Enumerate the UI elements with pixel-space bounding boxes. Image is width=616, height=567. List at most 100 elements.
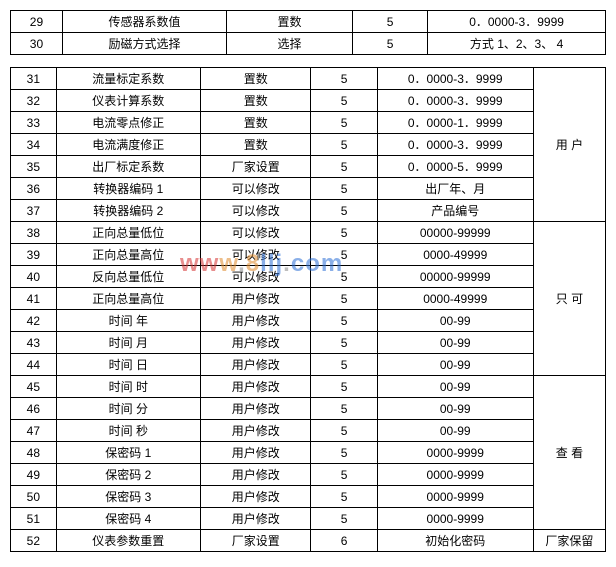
- cell-idx: 48: [11, 442, 57, 464]
- note-cell-3: 查 看: [533, 376, 605, 530]
- table-row: 40反向总量低位可以修改500000-99999: [11, 266, 606, 288]
- cell-idx: 37: [11, 200, 57, 222]
- table-row: 42时间 年用户修改500-99: [11, 310, 606, 332]
- cell-range: 0．0000-3．9999: [428, 11, 606, 33]
- table-row: 35出厂标定系数厂家设置50．0000-5．9999: [11, 156, 606, 178]
- cell-op: 用户修改: [200, 442, 311, 464]
- cell-name: 转换器编码 2: [56, 200, 200, 222]
- table-row: 36转换器编码 1可以修改5出厂年、月: [11, 178, 606, 200]
- cell-idx: 32: [11, 90, 57, 112]
- cell-name: 仪表参数重置: [56, 530, 200, 552]
- cell-lvl: 5: [311, 486, 377, 508]
- note-cell-last: 厂家保留: [533, 530, 605, 552]
- cell-name: 时间 分: [56, 398, 200, 420]
- cell-op: 可以修改: [200, 222, 311, 244]
- cell-name: 正向总量高位: [56, 288, 200, 310]
- cell-name: 保密码 2: [56, 464, 200, 486]
- cell-lvl: 5: [311, 398, 377, 420]
- cell-name: 时间 年: [56, 310, 200, 332]
- cell-lvl: 5: [311, 90, 377, 112]
- cell-idx: 49: [11, 464, 57, 486]
- table-row: 33电流零点修正置数50．0000-1．9999: [11, 112, 606, 134]
- cell-idx: 42: [11, 310, 57, 332]
- cell-idx: 44: [11, 354, 57, 376]
- table-row: 29传感器系数值置数50．0000-3．9999: [11, 11, 606, 33]
- cell-lvl: 5: [311, 266, 377, 288]
- cell-name: 励磁方式选择: [62, 33, 226, 55]
- cell-op: 置数: [200, 134, 311, 156]
- cell-name: 时间 时: [56, 376, 200, 398]
- cell-idx: 35: [11, 156, 57, 178]
- table-row: 34电流满度修正置数50．0000-3．9999: [11, 134, 606, 156]
- cell-idx: 52: [11, 530, 57, 552]
- cell-idx: 36: [11, 178, 57, 200]
- table-row: 48保密码 1用户修改50000-9999: [11, 442, 606, 464]
- cell-op: 可以修改: [200, 178, 311, 200]
- cell-range: 0000-9999: [377, 442, 533, 464]
- cell-range: 产品编号: [377, 200, 533, 222]
- cell-lvl: 5: [311, 134, 377, 156]
- cell-range: 00-99: [377, 310, 533, 332]
- cell-range: 方式 1、2、3、 4: [428, 33, 606, 55]
- cell-name: 保密码 3: [56, 486, 200, 508]
- table-row: 46时间 分用户修改500-99: [11, 398, 606, 420]
- cell-range: 出厂年、月: [377, 178, 533, 200]
- cell-idx: 43: [11, 332, 57, 354]
- cell-range: 初始化密码: [377, 530, 533, 552]
- cell-op: 用户修改: [200, 376, 311, 398]
- cell-name: 传感器系数值: [62, 11, 226, 33]
- cell-op: 用户修改: [200, 398, 311, 420]
- table-row: 37转换器编码 2可以修改5产品编号: [11, 200, 606, 222]
- table-row: 52仪表参数重置厂家设置6初始化密码厂家保留: [11, 530, 606, 552]
- cell-idx: 46: [11, 398, 57, 420]
- table-row: 47时间 秒用户修改500-99: [11, 420, 606, 442]
- param-table-main: 31流量标定系数置数50．0000-3．9999用 户32仪表计算系数置数50．…: [10, 67, 606, 552]
- cell-op: 用户修改: [200, 310, 311, 332]
- cell-range: 0．0000-5．9999: [377, 156, 533, 178]
- cell-lvl: 5: [352, 33, 427, 55]
- cell-range: 0．0000-3．9999: [377, 90, 533, 112]
- cell-range: 0000-9999: [377, 464, 533, 486]
- cell-op: 置数: [200, 90, 311, 112]
- cell-name: 电流零点修正: [56, 112, 200, 134]
- cell-op: 用户修改: [200, 420, 311, 442]
- cell-lvl: 5: [311, 288, 377, 310]
- cell-lvl: 5: [311, 244, 377, 266]
- table-row: 51保密码 4用户修改50000-9999: [11, 508, 606, 530]
- cell-idx: 30: [11, 33, 63, 55]
- cell-op: 用户修改: [200, 486, 311, 508]
- cell-range: 0．0000-1．9999: [377, 112, 533, 134]
- cell-range: 0000-9999: [377, 486, 533, 508]
- table-row: 41正向总量高位用户修改50000-49999: [11, 288, 606, 310]
- cell-lvl: 5: [311, 178, 377, 200]
- table-row: 44时间 日用户修改500-99: [11, 354, 606, 376]
- cell-lvl: 5: [311, 310, 377, 332]
- cell-range: 0．0000-3．9999: [377, 68, 533, 90]
- cell-name: 正向总量高位: [56, 244, 200, 266]
- cell-name: 保密码 4: [56, 508, 200, 530]
- cell-range: 0000-9999: [377, 508, 533, 530]
- cell-lvl: 5: [311, 68, 377, 90]
- table-row: 38正向总量低位可以修改500000-99999只 可: [11, 222, 606, 244]
- cell-idx: 51: [11, 508, 57, 530]
- cell-name: 时间 月: [56, 332, 200, 354]
- cell-lvl: 5: [311, 354, 377, 376]
- cell-lvl: 5: [311, 222, 377, 244]
- cell-range: 0．0000-3．9999: [377, 134, 533, 156]
- cell-range: 0000-49999: [377, 244, 533, 266]
- cell-lvl: 5: [311, 420, 377, 442]
- cell-op: 选择: [227, 33, 353, 55]
- cell-lvl: 6: [311, 530, 377, 552]
- table-row: 30励磁方式选择选择5方式 1、2、3、 4: [11, 33, 606, 55]
- cell-op: 可以修改: [200, 200, 311, 222]
- cell-lvl: 5: [311, 376, 377, 398]
- cell-name: 时间 日: [56, 354, 200, 376]
- cell-name: 转换器编码 1: [56, 178, 200, 200]
- cell-name: 时间 秒: [56, 420, 200, 442]
- cell-idx: 31: [11, 68, 57, 90]
- cell-range: 00-99: [377, 420, 533, 442]
- cell-op: 厂家设置: [200, 530, 311, 552]
- cell-idx: 38: [11, 222, 57, 244]
- cell-lvl: 5: [311, 442, 377, 464]
- cell-idx: 50: [11, 486, 57, 508]
